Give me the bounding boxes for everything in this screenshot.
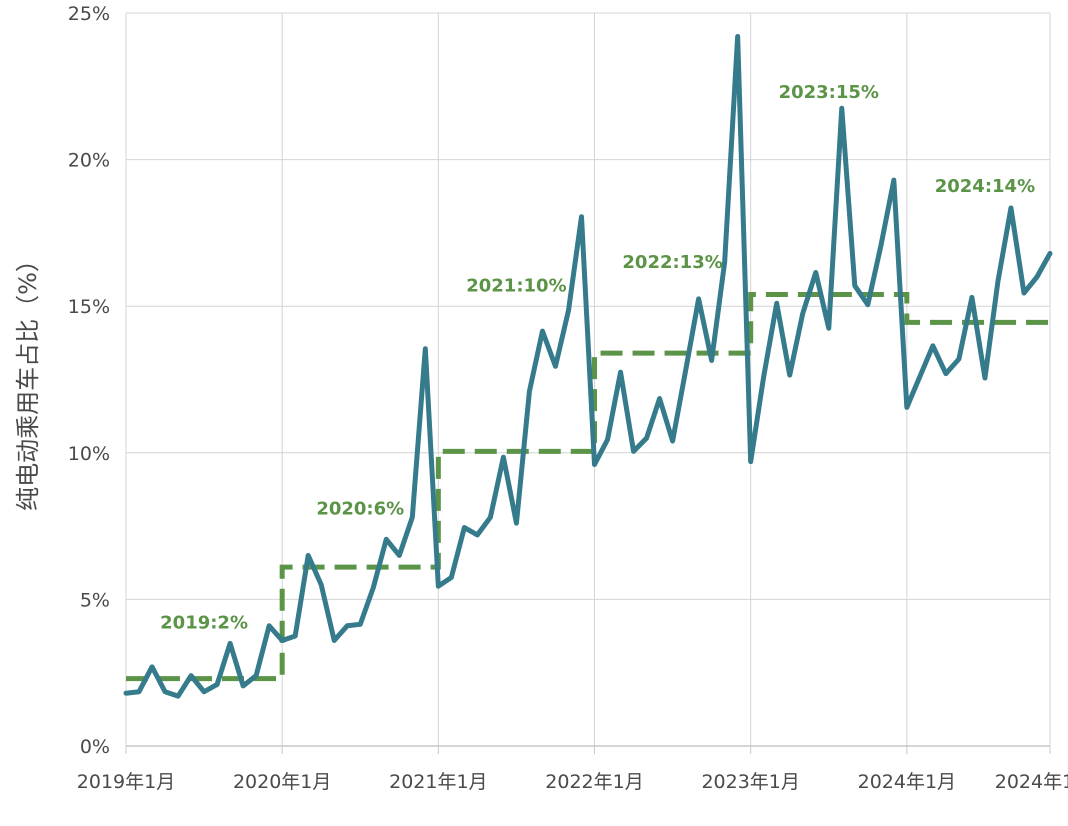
- monthly-share-line: [123, 33, 1053, 699]
- annual-annotation-label: 2023:15%: [779, 82, 879, 103]
- y-tick-labels: 0% 5% 10% 15% 20% 25%: [68, 3, 110, 758]
- x-tick-label: 2019年1月: [77, 771, 175, 793]
- y-tick-label: 20%: [68, 150, 110, 172]
- y-tick-label: 10%: [68, 443, 110, 465]
- x-tick-label: 2020年1月: [233, 771, 331, 793]
- x-tick-label: 2024年12月: [995, 771, 1068, 793]
- annual-annotation-label: 2024:14%: [935, 176, 1035, 197]
- x-tick-label: 2022年1月: [545, 771, 643, 793]
- annual-annotation-label: 2019:2%: [160, 613, 248, 634]
- y-tick-label: 5%: [80, 589, 110, 611]
- annual-step-path: [126, 291, 1050, 682]
- annual-annotations: 2019:2% 2020:6% 2021:10% 2022:13% 2023:15% 20…: [160, 82, 1035, 634]
- y-axis-label: 纯电动乘用车占比（%）: [14, 248, 42, 511]
- x-tick-label: 2024年1月: [858, 771, 956, 793]
- monthly-line-path: [123, 33, 1053, 699]
- x-tick-label: 2021年1月: [389, 771, 487, 793]
- y-tick-label: 15%: [68, 296, 110, 318]
- annual-annotation-label: 2020:6%: [316, 498, 404, 519]
- annual-annotation-label: 2021:10%: [466, 276, 566, 297]
- grid: [125, 12, 1051, 746]
- axes: [125, 745, 1051, 754]
- y-tick-label: 25%: [68, 3, 110, 25]
- y-tick-label: 0%: [80, 736, 110, 758]
- annual-annotation-label: 2022:13%: [622, 252, 722, 273]
- annual-average-step-line: [126, 291, 1050, 682]
- x-tick-label: 2023年1月: [701, 771, 799, 793]
- x-tick-labels: 2019年1月 2020年1月 2021年1月 2022年1月 2023年1月 2024年…: [77, 771, 1068, 793]
